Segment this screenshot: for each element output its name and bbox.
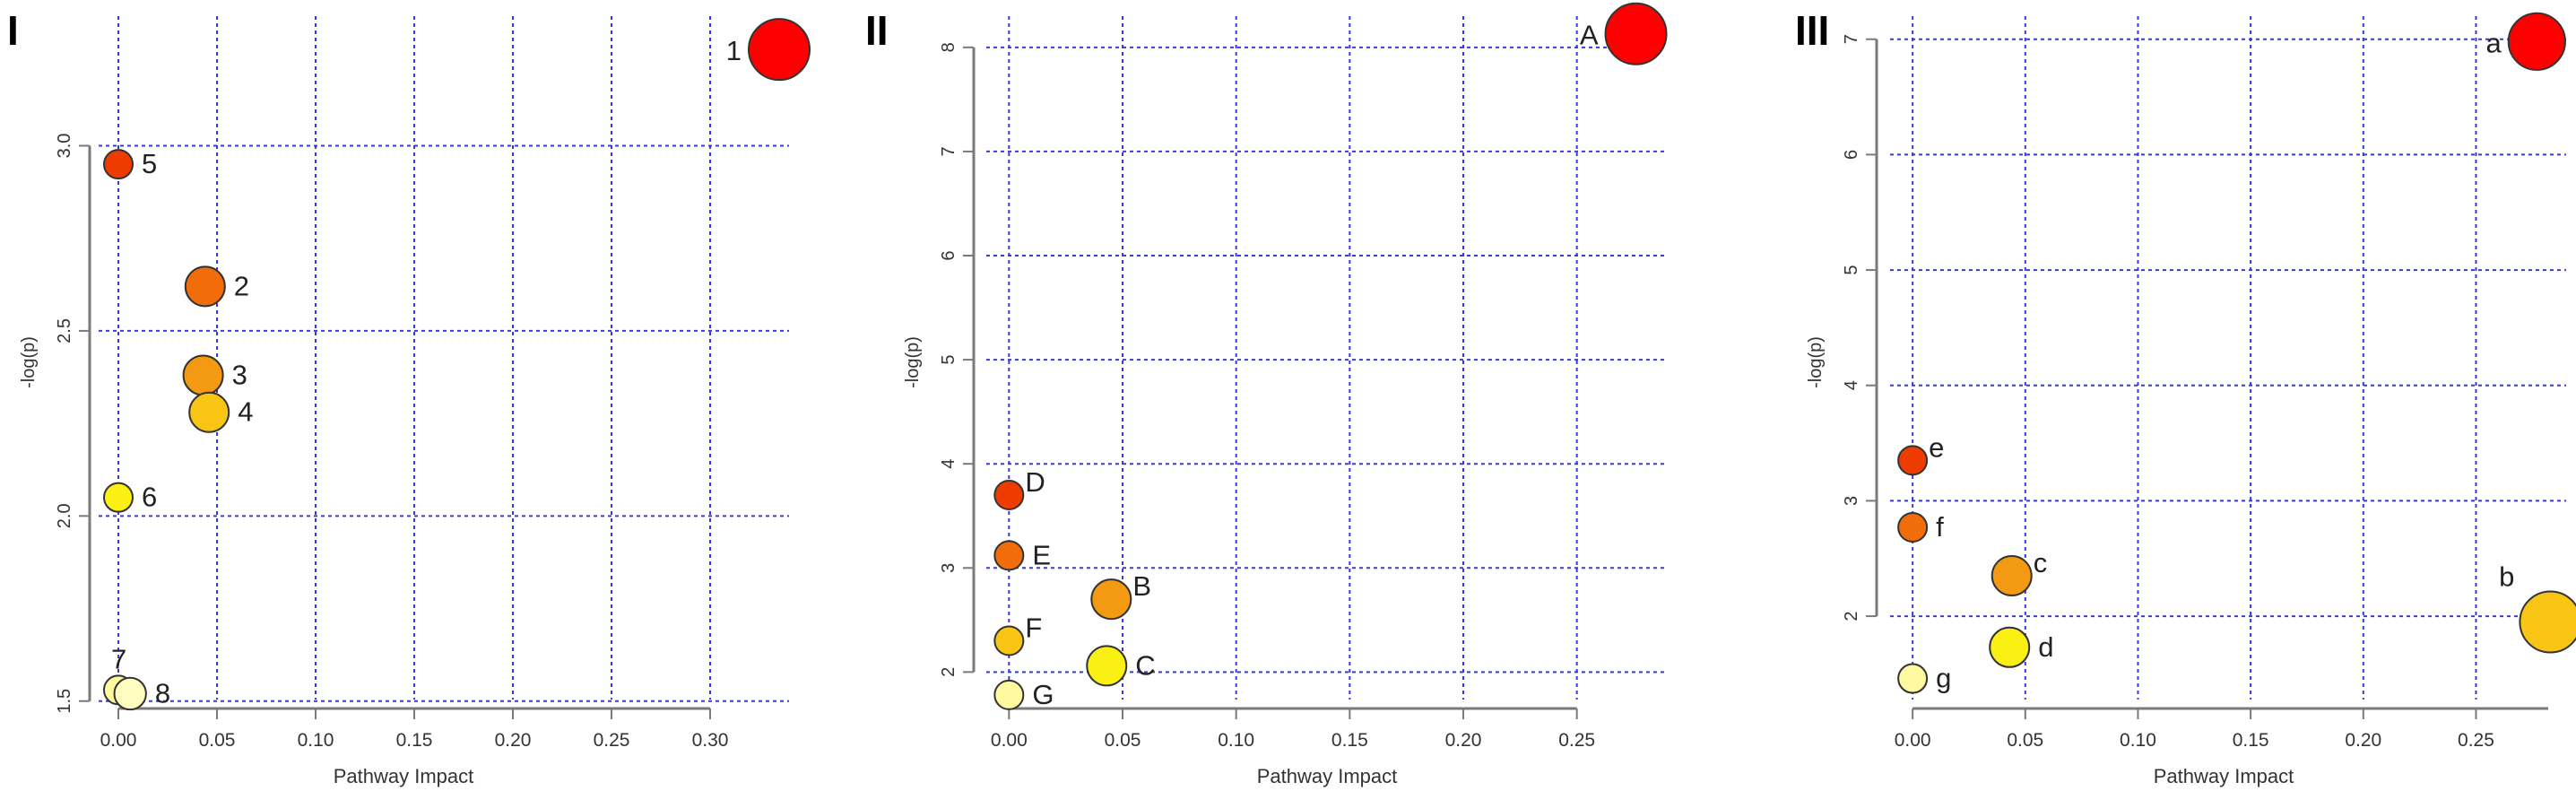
bubble-point [2507,12,2566,71]
y-tick-label: 2 [939,667,958,677]
bubble-label: 5 [142,148,157,179]
x-tick-label: 0.00 [1895,730,1931,751]
bubble-label: 4 [238,396,253,428]
panel-label: III [1795,7,1829,54]
bubble-point [113,676,147,711]
y-tick-label: 7 [939,146,958,156]
x-tick-label: 0.10 [1218,730,1254,751]
y-tick-label: 5 [939,355,958,365]
x-axis-title: Pathway Impact [334,765,474,787]
bubble-point [993,679,1025,710]
bubble-label: f [1936,511,1944,543]
bubble-point [182,354,224,396]
y-tick-label: 1.5 [55,689,74,714]
bubble-label: 2 [234,270,249,301]
bubble-point [993,540,1025,571]
x-tick-label: 0.15 [2233,730,2269,751]
y-tick-label: 3.0 [55,134,74,159]
bubble-point [2519,590,2576,654]
bubble-point [993,625,1025,656]
y-tick-label: 6 [1842,150,1861,160]
bubble-label: 3 [232,359,247,390]
bubble-point [1086,645,1128,687]
x-axis-title: Pathway Impact [1257,765,1398,787]
panel-label: II [865,7,889,54]
bubble-point [748,18,811,82]
bubble-label: 8 [155,677,170,708]
y-tick-label: 2.0 [55,503,74,528]
x-tick-label: 0.00 [100,730,137,751]
chart-panel-I: I 1.5 2.0 2.5 3.0 0.00 0.05 0.10 0.15 0.20 0.25 0.3… [7,7,811,787]
bubble-label: F [1025,613,1042,644]
y-axis-title: -log(p) [903,336,923,388]
bubble-label: B [1132,570,1151,602]
bubble-point [1604,2,1668,65]
x-tick-label: 0.25 [2458,730,2494,751]
panel-label: I [7,7,19,54]
bubble-point [1897,663,1929,694]
chart-panel-II: II 2 3 4 5 6 7 8 0.00 0.05 0.10 0.15 0.20 0.25 Pathway… [865,2,1668,787]
bubble-label: E [1032,539,1051,570]
y-tick-label: 4 [1842,380,1861,390]
bubble-point [184,265,226,308]
x-tick-label: 0.05 [2007,730,2043,751]
y-tick-label: 5 [1842,265,1861,275]
bubble-label: 6 [142,482,157,513]
x-tick-label: 0.20 [2345,730,2381,751]
x-tick-label: 0.20 [1445,730,1482,751]
bubble-point [103,149,134,180]
bubble-label: b [2499,561,2514,593]
x-tick-label: 0.25 [594,730,630,751]
x-tick-label: 0.10 [298,730,334,751]
bubble-label: d [2038,631,2053,663]
y-tick-label: 4 [939,459,958,469]
x-tick-label: 0.15 [1331,730,1368,751]
bubble-point [188,391,230,433]
bubble-point [1989,626,2031,668]
bubble-label: 7 [111,643,126,674]
y-axis-title: -log(p) [19,336,39,388]
bubble-point [1897,445,1929,476]
chart-panel-III: III 2 3 4 5 6 7 0.00 0.05 0.10 0.15 0.20 0.25 Pathway… [1795,7,2576,787]
x-tick-label: 0.05 [1105,730,1141,751]
x-tick-label: 0.05 [199,730,236,751]
bubble-label: a [2485,27,2502,58]
y-axis-title: -log(p) [1806,336,1826,388]
bubble-label: 1 [726,35,742,66]
bubble-label: e [1929,431,1944,463]
x-tick-label: 0.30 [692,730,729,751]
y-tick-label: 6 [939,250,958,260]
y-tick-label: 8 [939,42,958,52]
y-tick-label: 7 [1842,34,1861,44]
y-tick-label: 2.5 [55,318,74,343]
bubble-point [1897,511,1929,543]
bubble-label: C [1135,649,1155,681]
x-tick-label: 0.15 [396,730,433,751]
bubble-point [993,480,1025,511]
y-tick-label: 3 [939,563,958,573]
bubble-label: c [2034,547,2048,578]
bubble-label: A [1580,20,1599,51]
x-tick-label: 0.10 [2120,730,2156,751]
bubble-label: D [1025,466,1045,498]
bubble-label: G [1032,679,1054,710]
x-tick-label: 0.25 [1558,730,1595,751]
bubble-point [1090,578,1132,621]
x-tick-label: 0.00 [991,730,1028,751]
bubble-point [103,482,134,513]
y-tick-label: 3 [1842,496,1861,506]
y-tick-label: 2 [1842,612,1861,622]
x-axis-title: Pathway Impact [2154,765,2294,787]
bubble-point [1991,555,2033,597]
bubble-label: g [1936,663,1951,694]
x-tick-label: 0.20 [495,730,532,751]
